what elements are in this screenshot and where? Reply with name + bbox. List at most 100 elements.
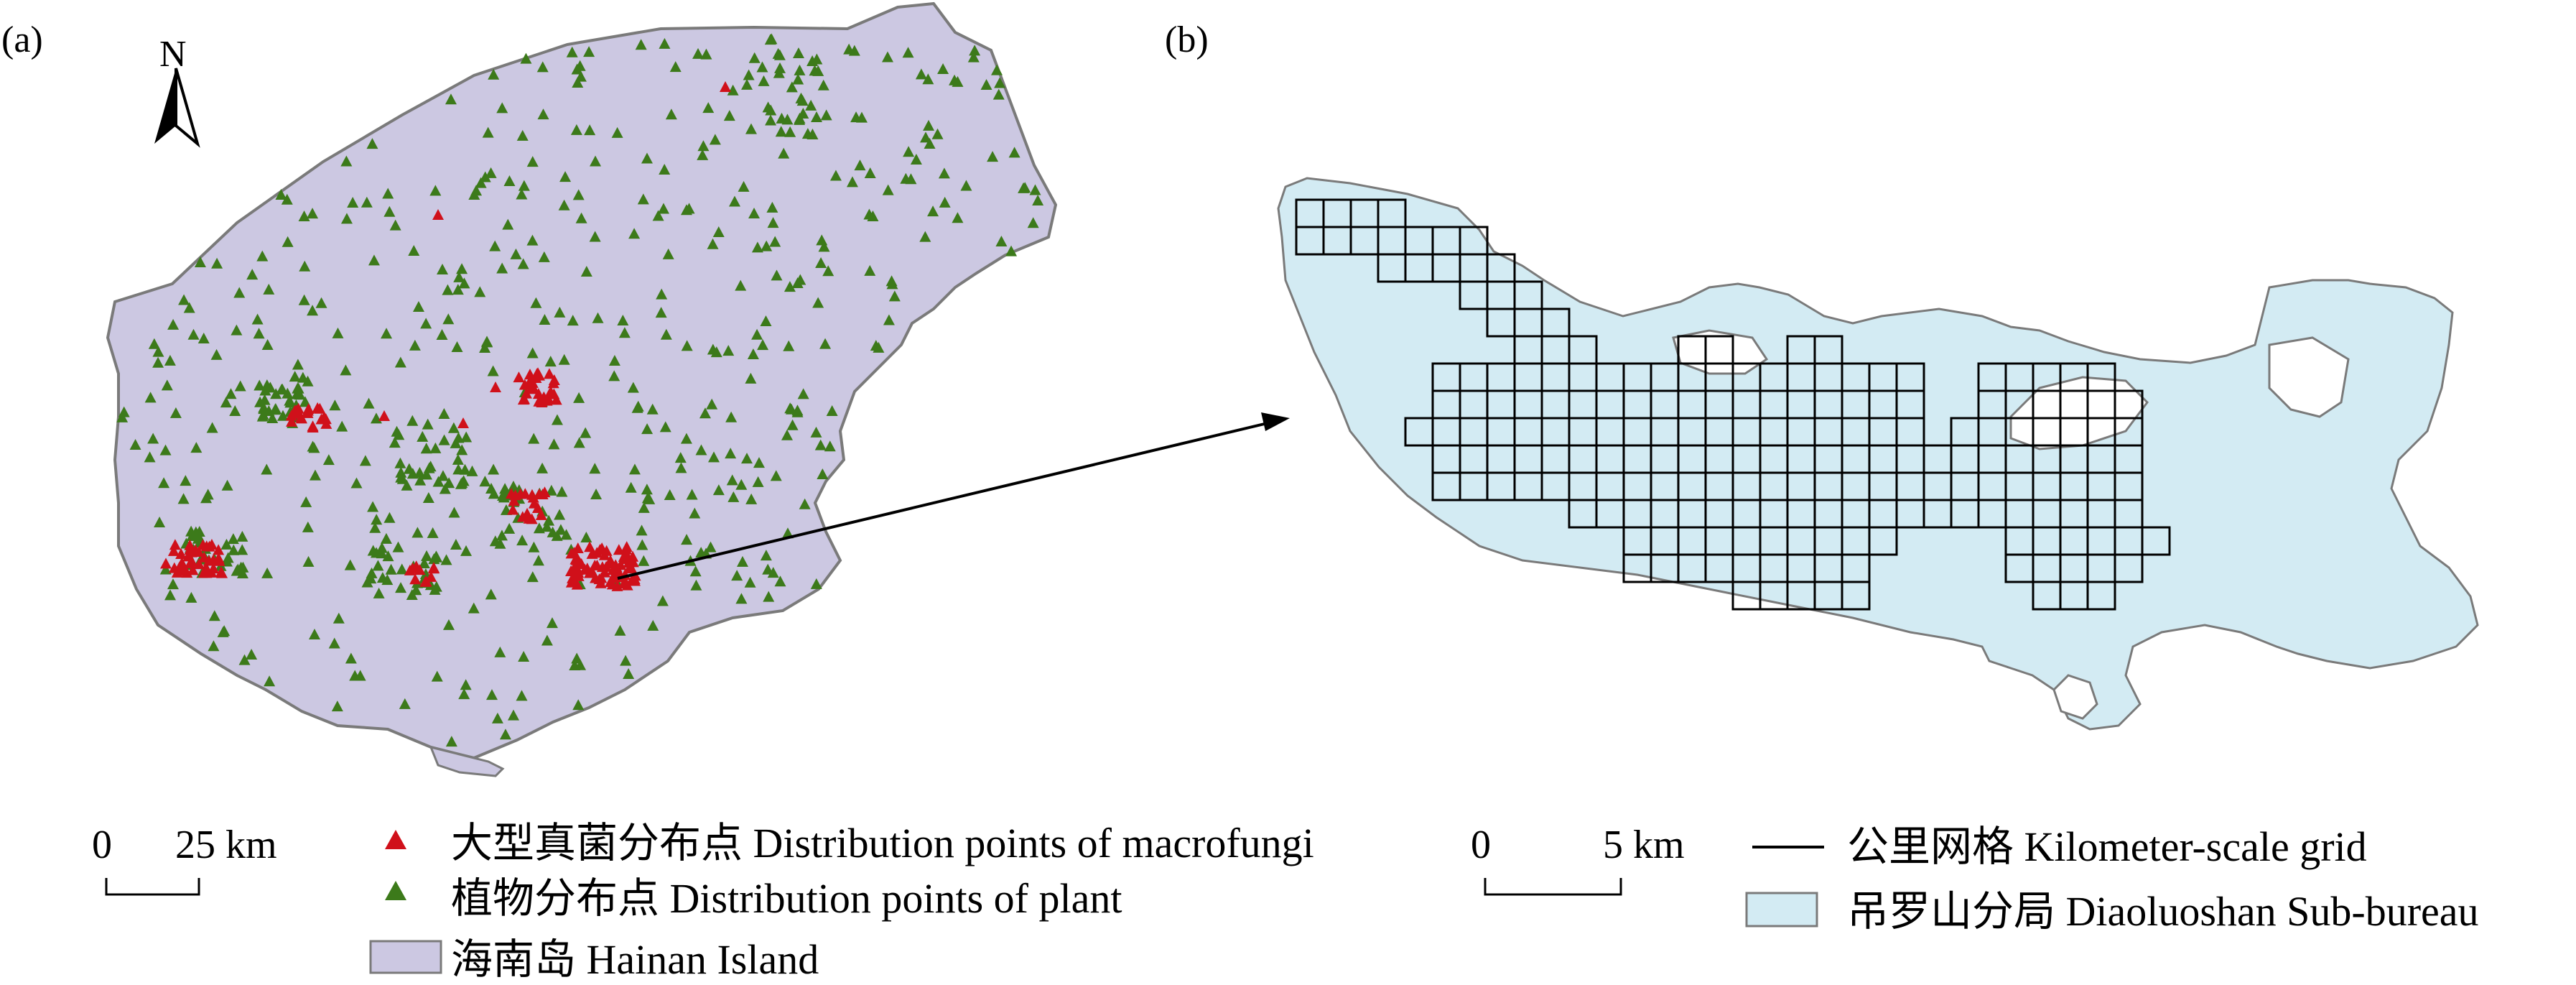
plant-point-icon (700, 48, 712, 60)
plant-point-icon (735, 279, 747, 291)
plant-point-icon (457, 475, 470, 486)
plant-point-icon (194, 256, 206, 268)
plant-point-icon (665, 108, 677, 120)
plant-point-icon (254, 379, 266, 391)
plant-point-icon (636, 539, 648, 550)
macrofungi-point-icon (516, 511, 529, 522)
legend-island-label: 海南岛 Hainan Island (451, 936, 819, 983)
plant-point-icon (447, 422, 460, 433)
plant-point-icon (656, 288, 668, 300)
plant-point-icon (210, 348, 223, 360)
plant-point-icon (738, 180, 750, 192)
plant-point-icon (414, 466, 426, 478)
plant-point-icon (227, 533, 239, 545)
plant-point-icon (554, 524, 567, 535)
plant-points-layer (116, 33, 1044, 747)
plant-point-icon (641, 152, 653, 164)
macrofungi-point-icon (292, 402, 304, 414)
plant-point-icon (864, 167, 876, 179)
plant-point-icon (617, 314, 629, 325)
plant-point-icon (333, 612, 345, 624)
plant-point-icon (489, 240, 501, 251)
macrofungi-point-icon (621, 579, 633, 591)
plant-point-icon (414, 474, 427, 486)
plant-point-icon (167, 318, 180, 330)
plant-point-icon (722, 345, 735, 356)
plant-point-icon (811, 111, 823, 123)
grid-cell (2141, 526, 2171, 556)
plant-point-icon (298, 294, 310, 305)
plant-point-icon (382, 550, 394, 562)
plant-point-icon (762, 563, 774, 575)
macrofungi-point-icon (604, 558, 616, 569)
macrofungi-point-icon (541, 394, 553, 406)
macrofungi-point-icon (404, 564, 416, 575)
plant-point-icon (799, 498, 811, 509)
plant-point-icon (528, 433, 540, 444)
macrofungi-point-icon (606, 578, 618, 590)
plant-point-icon (438, 434, 450, 445)
plant-point-icon (152, 356, 164, 368)
plant-point-icon (566, 46, 578, 57)
plant-point-icon (389, 437, 401, 448)
plant-point-icon (518, 650, 530, 662)
plant-point-icon (299, 260, 311, 272)
plant-point-icon (554, 509, 566, 520)
plant-point-icon (689, 565, 702, 577)
macrofungi-point-icon (626, 573, 638, 585)
plant-point-icon (810, 578, 822, 589)
plant-point-icon (567, 315, 579, 326)
plant-point-icon (159, 563, 172, 575)
plant-point-icon (363, 397, 375, 409)
plant-point-icon (197, 333, 210, 344)
plant-point-icon (496, 262, 508, 274)
macrofungi-point-icon (168, 562, 180, 573)
plant-point-icon (344, 559, 356, 570)
plant-point-icon (656, 595, 669, 606)
plant-point-icon (494, 537, 506, 549)
plant-point-icon (846, 176, 858, 188)
macrofungi-point-icon (565, 565, 577, 576)
plant-point-icon (570, 124, 582, 135)
plant-point-icon (236, 567, 248, 578)
plant-point-icon (456, 444, 468, 455)
plant-point-icon (752, 476, 764, 487)
plant-point-icon (636, 524, 648, 536)
macrofungi-point-icon (286, 415, 298, 427)
plant-point-icon (431, 670, 443, 682)
plant-point-icon (783, 340, 795, 351)
plant-point-icon (881, 51, 893, 63)
plant-point-icon (261, 379, 273, 390)
plant-point-icon (589, 231, 601, 242)
plant-point-icon (336, 420, 348, 432)
hainan-island-outline (106, 1, 1058, 760)
kilometer-grid-layer (1295, 198, 2171, 611)
macrofungi-point-icon (425, 570, 437, 582)
plant-point-icon (498, 491, 510, 503)
plant-point-icon (680, 433, 692, 444)
macrofungi-point-icon (623, 557, 635, 568)
plant-point-icon (539, 314, 551, 325)
plant-point-icon (771, 269, 783, 281)
plant-point-icon (786, 81, 798, 93)
plant-point-icon (751, 328, 763, 340)
plant-point-icon (154, 516, 166, 527)
plant-point-icon (632, 400, 644, 412)
plant-point-icon (545, 484, 557, 496)
macrofungi-point-icon (533, 395, 545, 407)
plant-point-icon (745, 372, 757, 384)
plant-point-icon (432, 476, 445, 487)
plant-point-icon (229, 405, 241, 417)
plant-point-icon (725, 448, 737, 459)
plant-point-icon (345, 652, 357, 664)
plant-point-icon (422, 418, 434, 430)
plant-point-icon (747, 348, 759, 360)
macrofungi-point-icon (198, 551, 210, 563)
plant-point-icon (864, 264, 876, 276)
plant-point-icon (518, 180, 530, 191)
macrofungi-point-icon (524, 374, 536, 386)
plant-point-icon (991, 64, 1003, 75)
macrofungi-point-icon (507, 504, 519, 515)
plant-point-icon (775, 126, 787, 137)
plant-point-icon (396, 563, 408, 575)
